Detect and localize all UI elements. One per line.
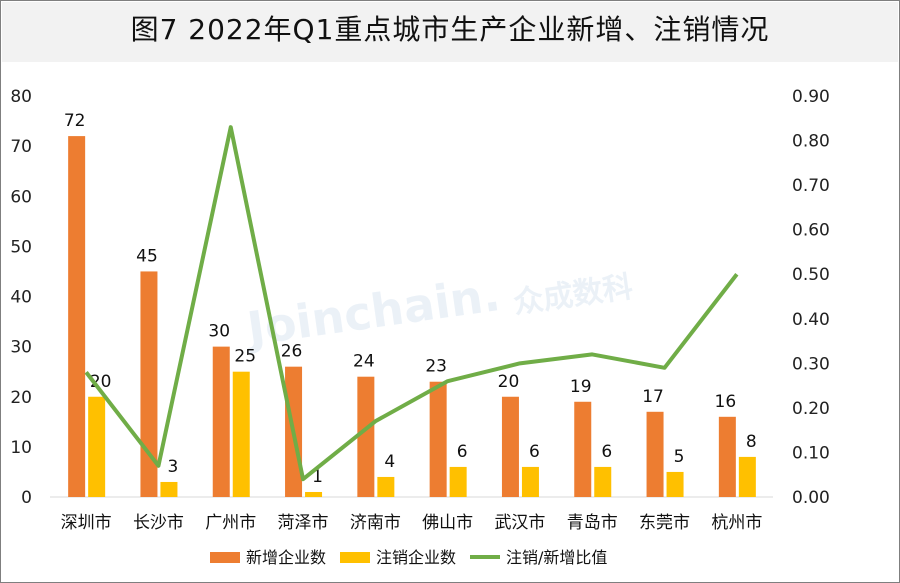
- y-right-tick-label: 0.00: [792, 488, 830, 508]
- x-category-label: 武汉市: [494, 513, 545, 533]
- legend-swatch: [210, 552, 240, 563]
- bar-new: [212, 346, 230, 497]
- y-left-tick-label: 60: [10, 187, 32, 207]
- y-right-tick-label: 0.70: [792, 176, 830, 196]
- watermark-cn: 众成数科: [511, 270, 635, 321]
- y-left-tick-label: 80: [10, 87, 32, 107]
- legend-swatch: [340, 552, 370, 563]
- data-label: 45: [136, 246, 158, 266]
- y-right-tick-label: 0.20: [792, 399, 830, 419]
- bar-new: [140, 271, 158, 497]
- data-label: 25: [234, 347, 256, 367]
- y-right-tick-label: 0.60: [792, 221, 830, 241]
- y-right-tick-label: 0.50: [792, 265, 830, 285]
- y-left-tick-label: 40: [10, 288, 32, 308]
- bar-cancelled: [232, 371, 250, 497]
- legend-label: 注销/新增比值: [506, 548, 607, 567]
- y-left-tick-label: 0: [21, 488, 32, 508]
- data-label: 20: [498, 372, 520, 392]
- data-label: 19: [570, 377, 592, 397]
- y-right-tick-label: 0.40: [792, 310, 830, 330]
- bar-cancelled: [377, 476, 395, 497]
- data-label: 3: [168, 457, 179, 477]
- data-label: 72: [64, 111, 86, 131]
- y-left-tick-label: 30: [10, 338, 32, 358]
- bar-new: [429, 381, 447, 497]
- bar-cancelled: [449, 466, 467, 497]
- x-category-label: 济南市: [350, 513, 401, 533]
- y-left-tick-label: 10: [10, 438, 32, 458]
- bar-new: [68, 136, 86, 497]
- data-label: 6: [601, 442, 612, 462]
- bar-cancelled: [666, 471, 684, 497]
- x-category-label: 长沙市: [133, 513, 184, 533]
- data-label: 16: [715, 392, 737, 412]
- ratio-line: [84, 125, 739, 482]
- bar-cancelled: [305, 491, 323, 497]
- y-right-tick-label: 0.30: [792, 354, 830, 374]
- bar-cancelled: [521, 466, 539, 497]
- data-label: 24: [353, 352, 375, 372]
- x-category-label: 广州市: [205, 513, 256, 533]
- y-left-tick-label: 20: [10, 388, 32, 408]
- x-category-label: 东莞市: [639, 513, 690, 533]
- bar-new: [646, 411, 664, 497]
- data-label: 4: [384, 452, 395, 472]
- x-category-label: 青岛市: [567, 513, 618, 533]
- x-category-label: 菏泽市: [278, 513, 329, 533]
- data-label: 6: [457, 442, 468, 462]
- chart-title: 图7 2022年Q1重点城市生产企业新增、注销情况: [130, 13, 770, 46]
- data-label: 5: [674, 447, 685, 467]
- legend-label: 注销企业数: [376, 548, 456, 567]
- bar-cancelled: [738, 456, 756, 497]
- y-right-tick-label: 0.80: [792, 132, 830, 152]
- bar-cancelled: [160, 481, 178, 497]
- data-label: 30: [208, 322, 230, 342]
- title-band: 图7 2022年Q1重点城市生产企业新增、注销情况: [2, 2, 898, 62]
- x-category-label: 深圳市: [61, 513, 112, 533]
- y-left-tick-label: 70: [10, 137, 32, 157]
- bar-cancelled: [594, 466, 612, 497]
- bar-new: [501, 396, 519, 497]
- data-label: 17: [642, 387, 664, 407]
- data-label: 26: [281, 342, 303, 362]
- y-right-tick-label: 0.10: [792, 443, 830, 463]
- x-category-label: 杭州市: [711, 513, 762, 533]
- bar-new: [718, 416, 736, 497]
- data-label: 1: [312, 467, 323, 487]
- bar-cancelled: [88, 396, 106, 497]
- y-left-tick-label: 50: [10, 237, 32, 257]
- data-label: 23: [425, 357, 447, 377]
- bar-new: [574, 401, 592, 497]
- bar-new: [357, 376, 375, 497]
- data-label: 8: [746, 432, 757, 452]
- legend-label: 新增企业数: [246, 548, 326, 567]
- data-label: 6: [529, 442, 540, 462]
- x-category-label: 佛山市: [422, 513, 473, 533]
- y-right-tick-label: 0.90: [792, 87, 830, 107]
